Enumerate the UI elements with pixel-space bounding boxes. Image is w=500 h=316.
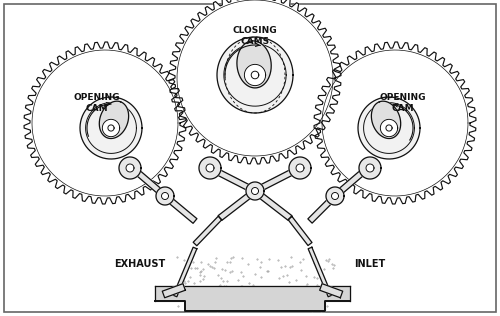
- Polygon shape: [254, 165, 302, 194]
- Polygon shape: [163, 194, 197, 223]
- Polygon shape: [380, 119, 398, 137]
- Polygon shape: [119, 157, 141, 179]
- Polygon shape: [366, 164, 374, 172]
- Polygon shape: [332, 192, 338, 199]
- Polygon shape: [100, 101, 128, 138]
- Polygon shape: [169, 0, 341, 164]
- Polygon shape: [162, 284, 186, 298]
- Polygon shape: [358, 97, 420, 159]
- Text: OPENING
CAM: OPENING CAM: [74, 93, 120, 113]
- Polygon shape: [253, 189, 292, 220]
- Polygon shape: [126, 164, 134, 172]
- Polygon shape: [320, 284, 342, 298]
- Polygon shape: [218, 189, 257, 220]
- Polygon shape: [252, 187, 258, 195]
- Polygon shape: [162, 192, 168, 199]
- Polygon shape: [296, 164, 304, 172]
- Polygon shape: [156, 187, 174, 205]
- Text: CLOSING
CAMS: CLOSING CAMS: [232, 26, 278, 46]
- Polygon shape: [128, 164, 167, 198]
- Polygon shape: [326, 187, 344, 205]
- Polygon shape: [206, 164, 214, 172]
- Polygon shape: [199, 157, 221, 179]
- Polygon shape: [208, 165, 256, 194]
- Polygon shape: [173, 247, 197, 297]
- Polygon shape: [333, 164, 372, 198]
- Polygon shape: [108, 125, 114, 131]
- Polygon shape: [308, 194, 337, 223]
- Polygon shape: [308, 247, 332, 297]
- Text: EXHAUST: EXHAUST: [114, 259, 166, 269]
- Polygon shape: [359, 157, 381, 179]
- Polygon shape: [80, 97, 142, 159]
- Polygon shape: [102, 119, 120, 137]
- Polygon shape: [237, 41, 271, 88]
- Polygon shape: [289, 157, 311, 179]
- Polygon shape: [24, 42, 186, 204]
- Polygon shape: [314, 42, 476, 204]
- Polygon shape: [246, 182, 264, 200]
- Polygon shape: [193, 216, 222, 246]
- Polygon shape: [372, 101, 400, 138]
- Polygon shape: [244, 64, 266, 86]
- Text: INLET: INLET: [354, 259, 386, 269]
- Polygon shape: [251, 71, 259, 79]
- Text: OPENING
CAM: OPENING CAM: [380, 93, 426, 113]
- Polygon shape: [155, 286, 350, 311]
- Polygon shape: [386, 125, 392, 131]
- Polygon shape: [288, 216, 312, 246]
- Polygon shape: [217, 37, 293, 113]
